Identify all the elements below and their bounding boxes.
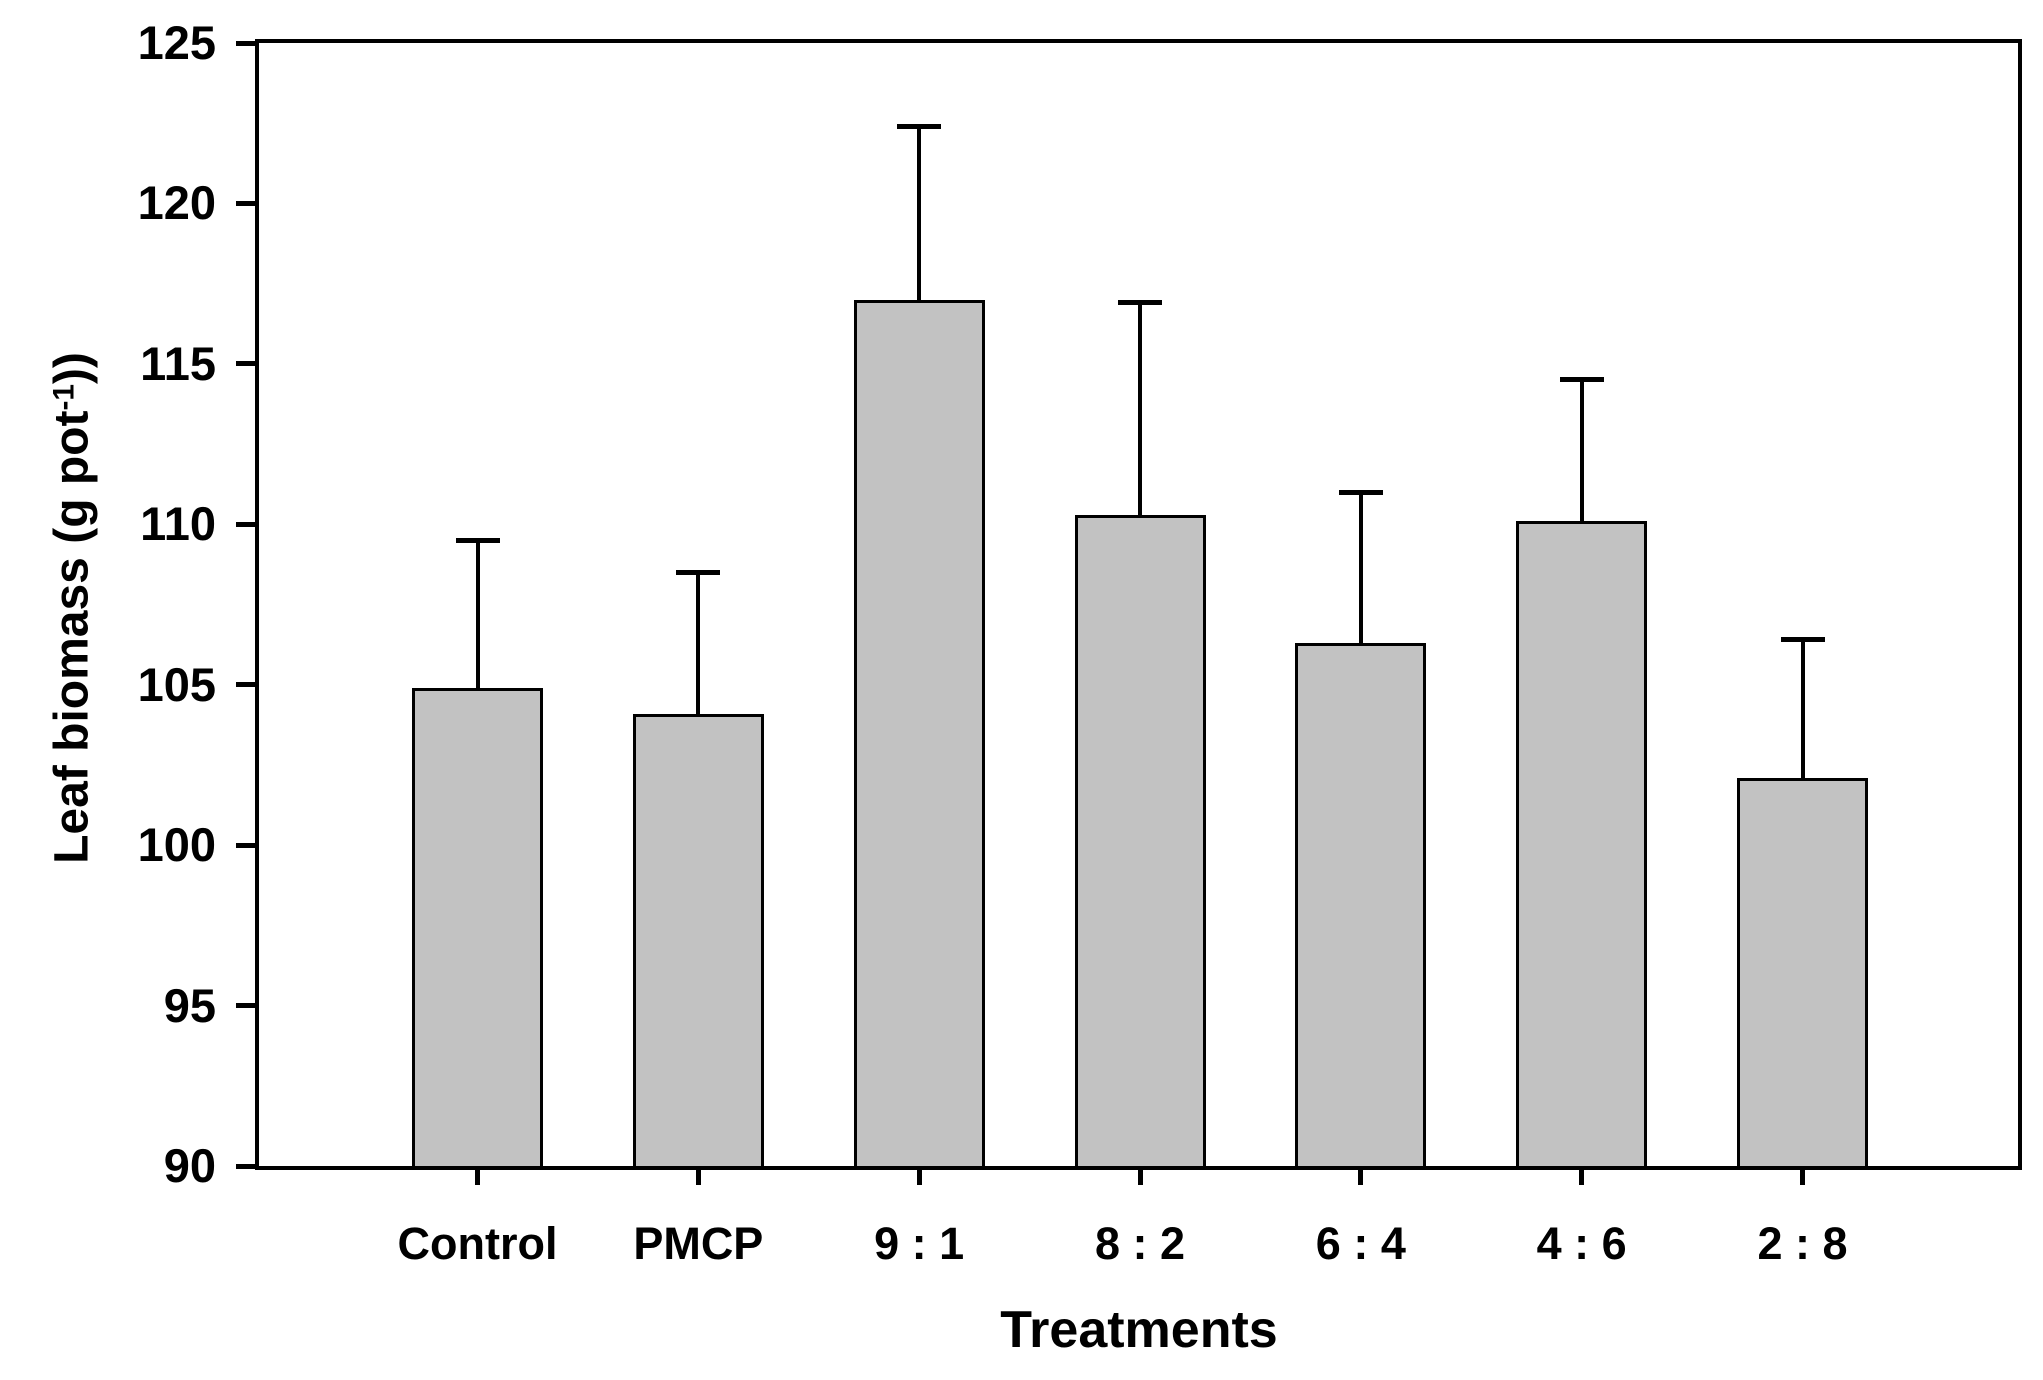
bar (632, 713, 764, 1166)
x-axis-title: Treatments (1000, 1301, 1278, 1359)
x-category-label: 6 : 4 (1315, 1218, 1406, 1269)
x-tick-mark (1358, 1166, 1364, 1185)
x-category-label: 9 : 1 (874, 1218, 965, 1269)
y-tick-label: 115 (140, 336, 216, 390)
error-bar-cap (1118, 300, 1162, 306)
y-tick-mark (236, 1163, 255, 1169)
error-bar-cap (1338, 489, 1383, 495)
y-tick-label: 90 (163, 1139, 216, 1192)
error-bar-line (1358, 492, 1363, 647)
x-category-label: 4 : 6 (1536, 1218, 1627, 1269)
x-tick-mark (916, 1166, 922, 1185)
error-bar-cap (1780, 637, 1825, 643)
bar (853, 299, 985, 1166)
error-bar-cap (1559, 377, 1604, 383)
x-tick-mark (695, 1166, 701, 1185)
x-tick-mark (1137, 1166, 1143, 1185)
bar (1516, 521, 1648, 1166)
y-axis-title-superscript: -1 (47, 384, 81, 411)
y-tick-mark (236, 1003, 255, 1009)
y-axis-title-suffix: )) (45, 352, 99, 385)
y-axis-title-prefix: Leaf biomass (g pot (45, 410, 99, 864)
error-bar-line (1800, 639, 1805, 782)
x-tick-mark (475, 1166, 480, 1185)
y-tick-label: 120 (137, 176, 216, 230)
error-bar-cap (455, 537, 500, 543)
error-bar-line (1579, 379, 1584, 526)
error-bar-line (1138, 302, 1142, 519)
error-bar-line (475, 540, 480, 692)
x-category-label: 8 : 2 (1094, 1218, 1186, 1269)
error-bar-cap (676, 569, 721, 575)
y-tick-mark (236, 200, 255, 206)
bar (1737, 777, 1868, 1166)
y-tick-mark (236, 40, 255, 46)
bar (1295, 643, 1427, 1166)
error-bar-cap (897, 123, 942, 129)
error-bar-line (917, 126, 922, 304)
y-tick-mark (236, 842, 255, 848)
y-tick-label: 105 (137, 657, 216, 711)
plot-area: 90 95 100 105 110 115 120 125 Control PMCP 9 : 1 8 … (138, 16, 2022, 1269)
y-tick-label: 125 (137, 16, 216, 69)
x-category-label: 2 : 8 (1757, 1218, 1848, 1269)
y-tick-label: 95 (163, 978, 216, 1032)
x-category-label: Control (397, 1218, 558, 1269)
error-bar-line (696, 572, 701, 718)
x-category-label: PMCP (633, 1218, 764, 1269)
bar (1074, 514, 1206, 1166)
x-tick-mark (1800, 1166, 1805, 1185)
y-tick-label: 110 (140, 497, 216, 551)
y-tick-mark (236, 521, 255, 527)
y-tick-mark (236, 361, 255, 367)
bar (412, 687, 543, 1166)
y-tick-mark (236, 682, 255, 688)
x-tick-mark (1579, 1166, 1585, 1185)
y-tick-label: 100 (137, 818, 216, 872)
y-axis-title: Leaf biomass (g pot-1)) (45, 352, 100, 864)
